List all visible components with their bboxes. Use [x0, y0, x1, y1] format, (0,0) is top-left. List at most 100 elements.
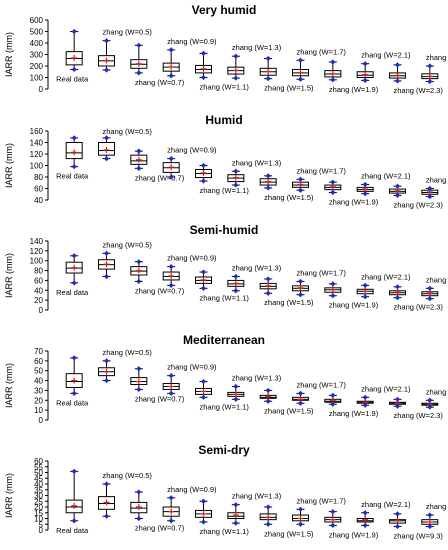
category-label: zhang (W=0.7) [135, 394, 185, 403]
min-marker [200, 394, 207, 400]
category-label: zhang (W=2.5) [426, 53, 448, 62]
category-label: zhang (W=2.1) [361, 51, 411, 60]
min-marker [362, 191, 368, 197]
min-marker [71, 280, 77, 286]
max-marker [427, 63, 433, 69]
max-marker [394, 183, 401, 189]
min-marker [362, 77, 368, 83]
y-tick-label: 600 [30, 16, 44, 25]
category-label: zhang (W=1.3) [232, 158, 282, 167]
min-marker [427, 78, 433, 85]
min-marker [394, 523, 401, 530]
min-marker [200, 74, 207, 81]
panel-title: Mediterranean [183, 333, 265, 347]
max-marker [265, 276, 271, 282]
min-marker [136, 278, 142, 285]
max-marker [200, 269, 207, 275]
category-label: zhang (W=0.5) [103, 28, 153, 37]
max-marker [330, 281, 336, 287]
max-marker [394, 511, 401, 517]
category-label: zhang (W=1.1) [200, 402, 250, 411]
category-label: zhang (W=0.5) [103, 127, 153, 136]
min-marker [330, 77, 336, 83]
min-marker [103, 377, 110, 384]
max-marker [71, 355, 77, 361]
max-marker [136, 489, 142, 495]
min-marker [427, 404, 433, 410]
min-marker [330, 401, 336, 407]
category-label: zhang (W=1.3) [232, 43, 282, 52]
max-marker [103, 38, 110, 44]
max-marker [71, 28, 77, 35]
y-axis-label: IARR (mm) [4, 253, 14, 298]
max-marker [427, 397, 433, 403]
min-marker [168, 518, 174, 524]
y-tick-label: 25 [34, 497, 43, 506]
min-marker [394, 192, 401, 198]
max-marker [427, 285, 433, 291]
y-tick-label: 80 [34, 173, 43, 182]
category-label: zhang (W=1.9) [329, 198, 379, 207]
max-marker [103, 250, 110, 256]
category-label: zhang (W=0.7) [135, 173, 185, 182]
panel-title: Semi-humid [190, 223, 259, 237]
y-axis-label: IARR (mm) [4, 143, 14, 188]
y-tick-label: 140 [30, 139, 44, 148]
category-label: zhang (W=1.7) [297, 380, 347, 389]
min-marker [136, 386, 142, 393]
min-marker [427, 296, 433, 302]
y-tick-label: 200 [30, 62, 44, 71]
y-tick-label: 50 [34, 367, 43, 376]
min-marker [297, 521, 304, 527]
category-label: zhang (W=0.9) [167, 485, 217, 494]
category-label: zhang (W=0.9) [167, 146, 217, 155]
min-marker [265, 76, 271, 82]
max-marker [297, 176, 304, 182]
y-tick-label: 400 [30, 39, 44, 48]
panel-title: Semi-dry [198, 443, 250, 457]
y-tick-label: 140 [30, 237, 44, 246]
y-tick-label: 15 [34, 509, 43, 518]
category-label: zhang (W=0.9) [167, 363, 217, 372]
max-marker [297, 57, 304, 63]
min-marker [233, 520, 239, 526]
category-label: zhang (W=2.5) [426, 275, 448, 284]
max-marker [394, 284, 401, 290]
category-label: zhang (W=1.1) [200, 186, 250, 195]
min-marker [394, 295, 401, 301]
max-marker [168, 47, 174, 53]
category-label: zhang (W=0.7) [135, 524, 185, 533]
category-label: zhang (W=2.5) [426, 502, 448, 511]
y-tick-label: 0 [39, 416, 44, 425]
y-tick-label: 100 [30, 162, 44, 171]
category-label: zhang (W=2.1) [361, 500, 411, 509]
max-marker [233, 53, 239, 59]
max-marker [394, 396, 401, 402]
y-tick-label: 35 [34, 486, 43, 495]
y-tick-label: 20 [34, 396, 43, 405]
min-marker [71, 518, 77, 524]
max-marker [103, 135, 110, 141]
y-tick-label: 10 [34, 406, 43, 415]
y-axis-label: IARR (mm) [4, 32, 14, 77]
category-label: zhang (W=1.9) [329, 530, 379, 539]
category-label: zhang (W=0.7) [135, 286, 185, 295]
category-label: zhang (W=0.5) [103, 471, 153, 480]
y-tick-label: 20 [34, 503, 43, 512]
max-marker [168, 373, 174, 379]
y-tick-label: 20 [34, 296, 43, 305]
category-label: zhang (W=2.5) [426, 387, 448, 396]
max-marker [297, 390, 304, 396]
category-label: zhang (W=1.1) [200, 527, 250, 536]
max-marker [330, 179, 336, 185]
max-marker [71, 468, 77, 474]
category-label: zhang (W=1.5) [264, 298, 314, 307]
y-tick-label: 45 [34, 474, 43, 483]
y-tick-label: 100 [30, 257, 44, 266]
min-marker [168, 390, 174, 396]
min-marker [265, 398, 271, 404]
category-label: zhang (W=1.7) [297, 166, 347, 175]
max-marker [200, 378, 207, 385]
min-marker [136, 165, 142, 171]
y-tick-label: 40 [34, 480, 43, 489]
